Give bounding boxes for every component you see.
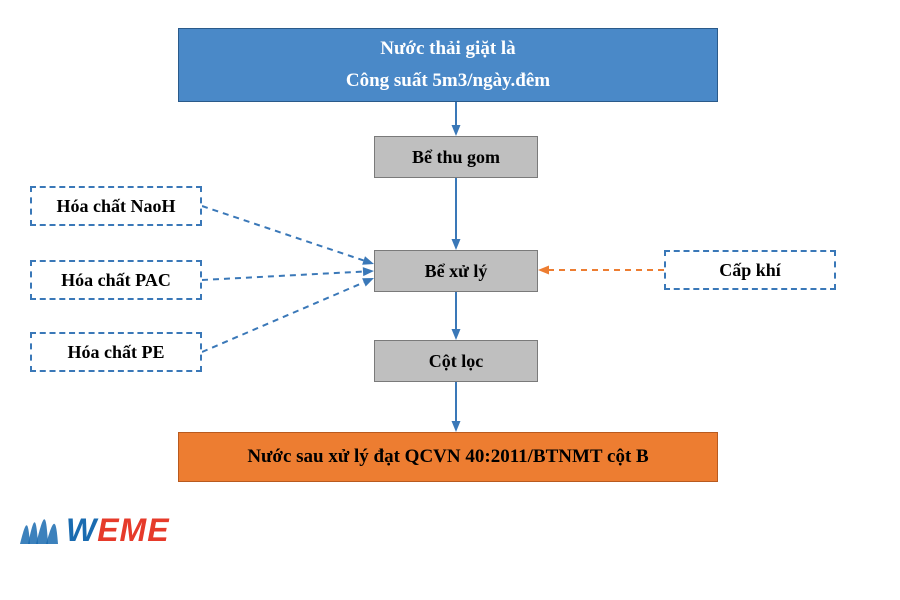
node-input: Nước thải giặt là Công suất 5m3/ngày.đêm xyxy=(178,28,718,102)
node-step2-label: Bể xử lý xyxy=(425,261,488,282)
node-step1-label: Bể thu gom xyxy=(412,147,500,168)
node-chem-pac-label: Hóa chất PAC xyxy=(61,270,171,291)
flowchart-stage: Nước thải giặt là Công suất 5m3/ngày.đêm… xyxy=(0,0,900,600)
node-step3-label: Cột lọc xyxy=(429,351,483,372)
logo-text: W EME xyxy=(66,512,170,549)
node-input-label2: Công suất 5m3/ngày.đêm xyxy=(346,65,550,97)
node-step1: Bể thu gom xyxy=(374,136,538,178)
node-chem-pe-label: Hóa chất PE xyxy=(68,342,165,363)
node-chem-pac: Hóa chất PAC xyxy=(30,260,202,300)
node-input-label: Nước thải giặt là xyxy=(380,33,515,65)
node-step3: Cột lọc xyxy=(374,340,538,382)
logo-text-eme: EME xyxy=(97,512,169,549)
node-output: Nước sau xử lý đạt QCVN 40:2011/BTNMT cộ… xyxy=(178,432,718,482)
node-chem-naoh: Hóa chất NaoH xyxy=(30,186,202,226)
node-air-label: Cấp khí xyxy=(719,260,781,281)
node-chem-naoh-label: Hóa chất NaoH xyxy=(57,196,176,217)
brand-logo: W EME xyxy=(18,510,170,550)
node-output-label: Nước sau xử lý đạt QCVN 40:2011/BTNMT cộ… xyxy=(247,446,648,468)
node-step2: Bể xử lý xyxy=(374,250,538,292)
node-chem-pe: Hóa chất PE xyxy=(30,332,202,372)
node-air: Cấp khí xyxy=(664,250,836,290)
logo-text-w: W xyxy=(66,512,97,549)
logo-wave-icon xyxy=(18,510,62,550)
